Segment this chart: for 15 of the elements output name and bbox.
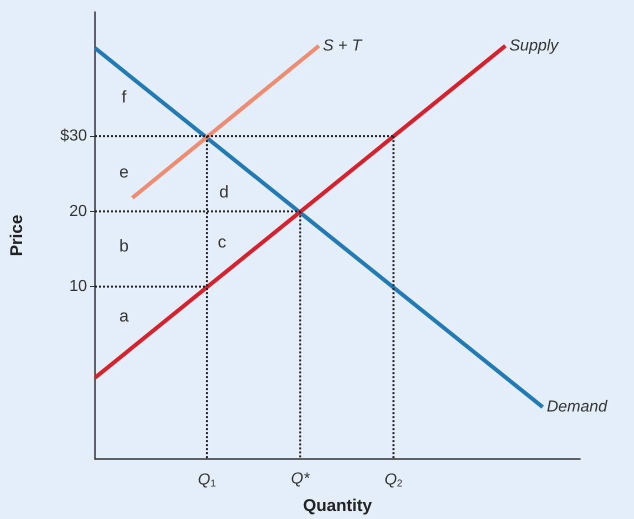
- annotation: d: [219, 182, 229, 202]
- annotation: c: [218, 232, 227, 252]
- annotation: b: [119, 236, 129, 256]
- x-tick-label: Q*: [290, 470, 310, 488]
- y-tick-label: 20: [69, 202, 88, 220]
- y-tick-label: 10: [69, 278, 88, 296]
- x-axis-title: Quantity: [303, 496, 373, 515]
- series-label: Demand: [546, 398, 608, 416]
- y-tick-label: $30: [60, 128, 88, 145]
- annotation: f: [122, 88, 127, 106]
- annotation: e: [119, 162, 129, 182]
- y-axis-title: Price: [7, 214, 26, 256]
- annotation: a: [119, 306, 130, 326]
- series-label: S + T: [322, 37, 363, 54]
- series-label: Supply: [509, 37, 560, 54]
